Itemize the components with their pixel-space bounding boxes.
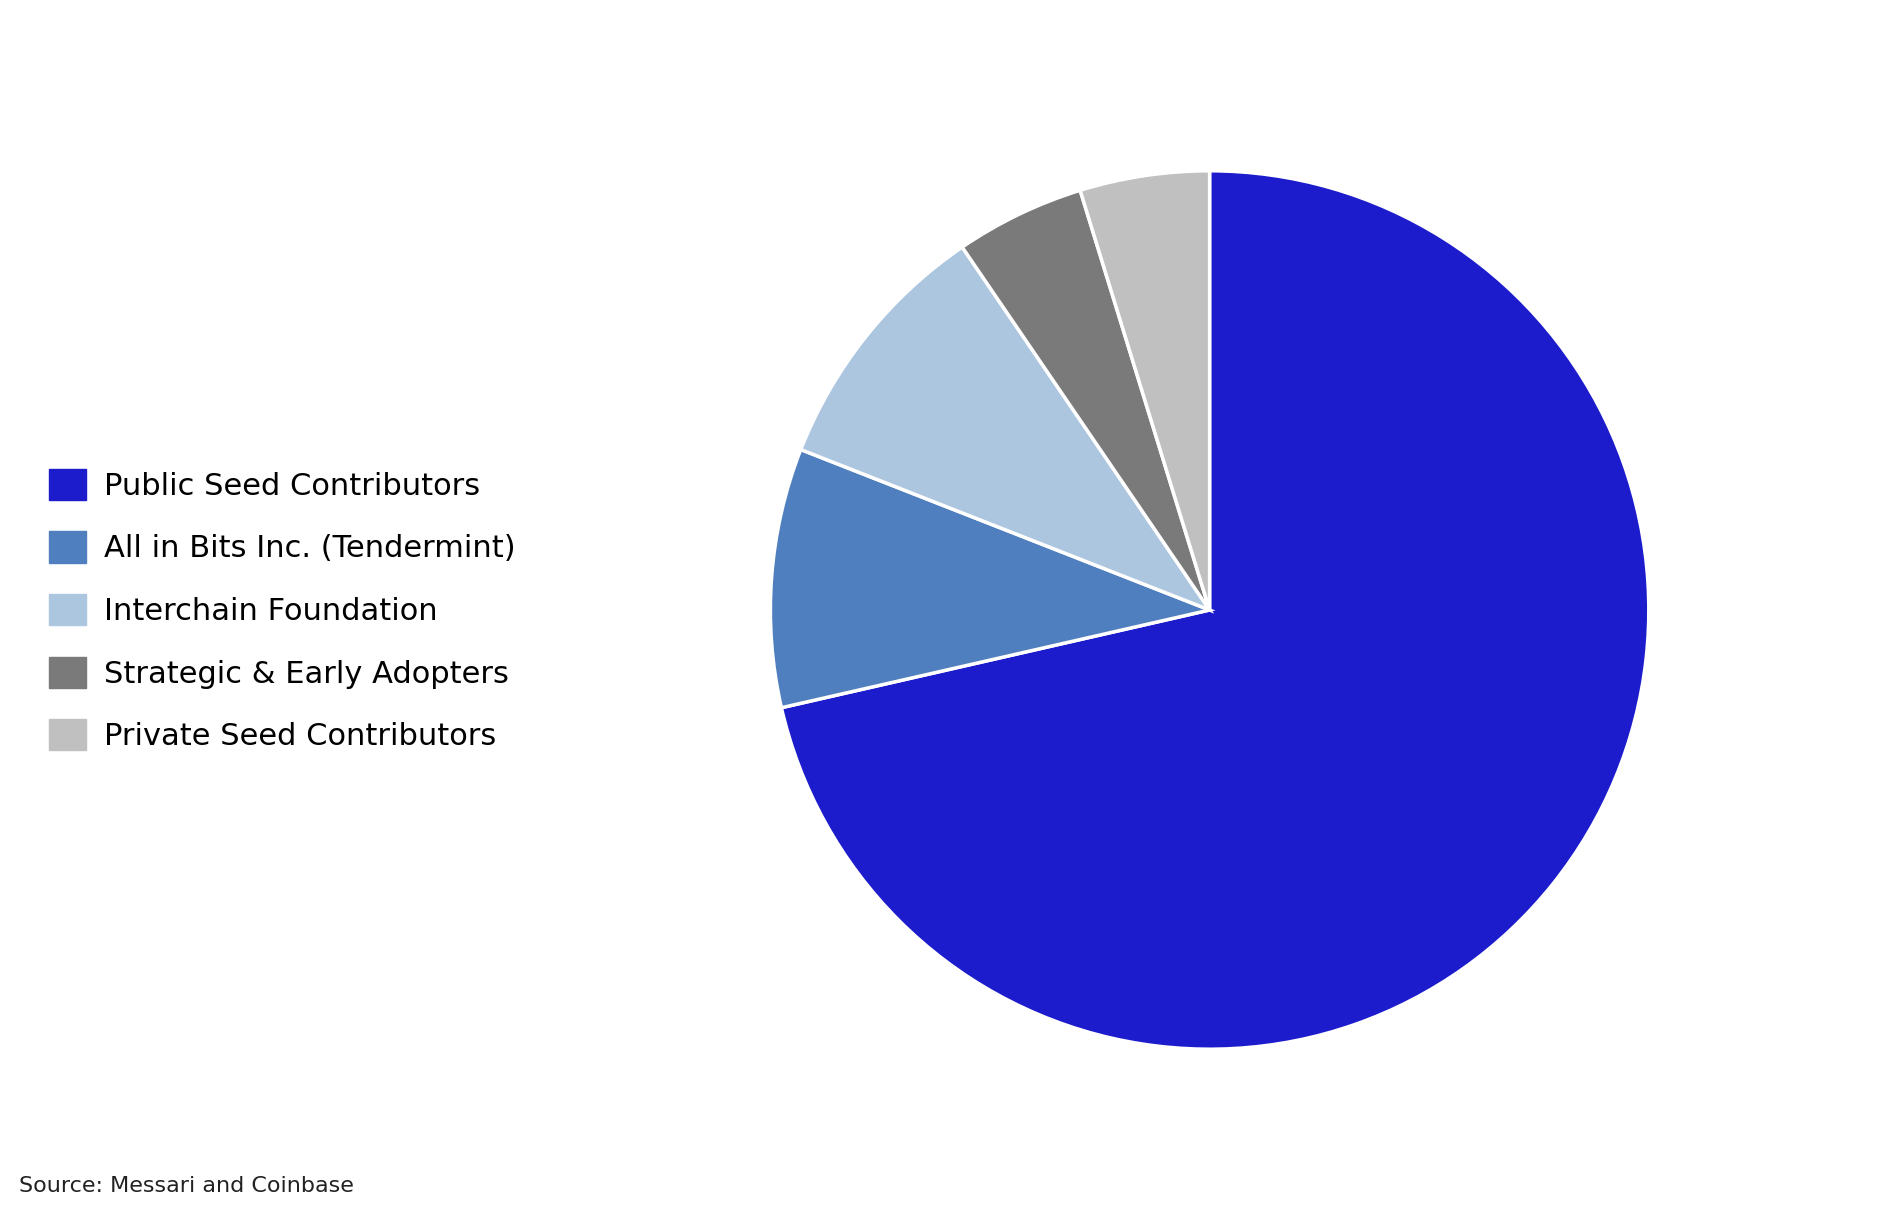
Wedge shape [1081, 171, 1209, 610]
Wedge shape [780, 171, 1647, 1049]
Wedge shape [962, 190, 1209, 610]
Wedge shape [771, 449, 1209, 708]
Text: Source: Messari and Coinbase: Source: Messari and Coinbase [19, 1176, 353, 1196]
Legend: Public Seed Contributors, All in Bits Inc. (Tendermint), Interchain Foundation, : Public Seed Contributors, All in Bits In… [34, 454, 531, 766]
Wedge shape [801, 248, 1209, 610]
